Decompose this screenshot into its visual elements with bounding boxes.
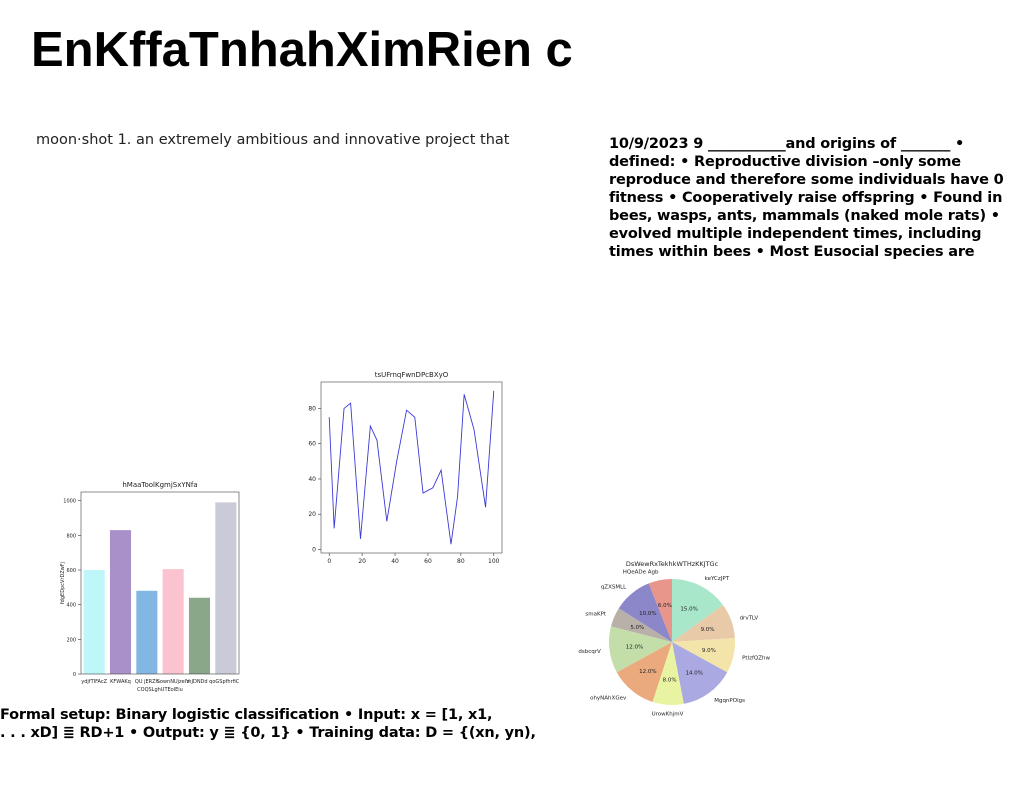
pie-slice xyxy=(652,642,684,705)
y-axis-label: fdgEDpcVrDZwFj xyxy=(60,562,66,604)
x-tick-label: 100 xyxy=(488,558,500,565)
pie-slice xyxy=(616,642,672,702)
text-line: reproduce and therefore some individuals… xyxy=(609,172,1004,188)
y-tick-label: 600 xyxy=(66,568,76,574)
y-tick-label: 20 xyxy=(308,511,316,518)
plot-frame xyxy=(320,381,503,554)
slice-label: qZXSMLL xyxy=(601,585,627,591)
pie-slice xyxy=(672,638,736,673)
text-line: times within bees • Most Eusocial specie… xyxy=(609,244,975,260)
slice-label: smaKPt xyxy=(585,611,607,617)
value-label: 8.0% xyxy=(663,678,677,684)
plot-frame xyxy=(80,491,240,675)
x-tick-label: 80 xyxy=(457,558,465,565)
bar xyxy=(109,530,132,674)
x-tick-label: 0 xyxy=(327,558,331,565)
slice-label: keYCzJPT xyxy=(705,576,730,582)
text-line: . . . xD] ≣ RD+1 • Output: y ≣ {0, 1} • … xyxy=(0,725,536,741)
y-tick-label: 80 xyxy=(308,405,316,412)
x-tick-label: 40 xyxy=(391,558,399,565)
bar xyxy=(162,569,184,674)
x-axis-label: COQSLghUTEolEiu xyxy=(137,687,183,693)
slice-label: dsbcqrV xyxy=(578,649,601,655)
x-tick-label: SownNUjzeIV xyxy=(157,679,190,685)
value-label: 5.0% xyxy=(630,625,644,631)
value-label: 9.0% xyxy=(701,627,715,633)
y-tick-label: 0 xyxy=(312,546,316,553)
bottom-text: Formal setup: Binary logistic classifica… xyxy=(0,706,536,742)
y-tick-label: 1000 xyxy=(63,499,76,505)
x-tick-label: ydjfTIFAcZ xyxy=(81,679,107,685)
x-tick-label: oGSpfhrfiC xyxy=(212,679,239,685)
bar xyxy=(83,570,105,674)
slice-label: PtlzfQZhw xyxy=(742,656,770,662)
bar xyxy=(188,597,211,674)
intro-text: moon·shot 1. an extremely ambitious and … xyxy=(36,132,510,148)
chart-title: hMaaToolKgmjSxYNfa xyxy=(122,481,197,489)
pie-slice xyxy=(618,583,672,642)
y-tick-label: 800 xyxy=(66,533,76,539)
pie-slice xyxy=(672,604,735,642)
y-tick-label: 40 xyxy=(308,476,316,483)
value-label: 10.0% xyxy=(639,611,656,617)
text-line: bees, wasps, ants, mammals (naked mole r… xyxy=(609,208,1000,224)
value-label: 15.0% xyxy=(680,606,697,612)
x-tick-label: mJDNDd q xyxy=(187,679,213,685)
value-label: 12.0% xyxy=(639,669,656,675)
x-tick-label: KFWAKq xyxy=(110,679,131,685)
slice-label: MgqnPOlgs xyxy=(714,698,745,704)
pie-slice xyxy=(672,642,728,704)
pie-slice xyxy=(609,626,672,673)
value-label: 9.0% xyxy=(702,648,716,654)
y-tick-label: 200 xyxy=(66,637,76,643)
pie-slice xyxy=(610,608,672,642)
x-tick-label: 60 xyxy=(424,558,432,565)
value-label: 6.0% xyxy=(658,603,672,609)
x-tick-label: QU jERZh xyxy=(135,679,159,685)
bar xyxy=(215,502,237,674)
right-text: 10/9/2023 9 ___________and origins of __… xyxy=(609,135,1004,261)
bar xyxy=(136,590,158,674)
slice-label: drvTLV xyxy=(740,616,759,622)
value-label: 12.0% xyxy=(626,645,643,651)
y-tick-label: 60 xyxy=(308,441,316,448)
slice-label: HQeADe Agb xyxy=(623,569,659,575)
value-label: 14.0% xyxy=(685,671,702,677)
line-series xyxy=(328,390,495,545)
y-tick-label: 0 xyxy=(73,672,76,678)
y-tick-label: 400 xyxy=(66,603,76,609)
pie-slice xyxy=(648,579,672,642)
slice-label: UrowKhjmV xyxy=(652,712,684,718)
page-title: EnKffaTnhahXimRien c xyxy=(31,23,573,77)
text-line: Formal setup: Binary logistic classifica… xyxy=(0,707,493,723)
text-line: evolved multiple independent times, incl… xyxy=(609,226,982,242)
pie-slice xyxy=(672,579,723,642)
text-line: defined: • Reproductive division –only s… xyxy=(609,154,961,170)
slice-label: ohyNAhXGev xyxy=(590,695,627,701)
text-line: fitness • Cooperatively raise offspring … xyxy=(609,190,1003,206)
chart-title: tsUFrnqFwnDPcBXyO xyxy=(375,371,449,379)
chart-title: DsWewRxTekhkWTHzKKJTGc xyxy=(626,560,719,568)
x-tick-label: 20 xyxy=(358,558,366,565)
text-line: 10/9/2023 9 ___________and origins of __… xyxy=(609,136,965,152)
